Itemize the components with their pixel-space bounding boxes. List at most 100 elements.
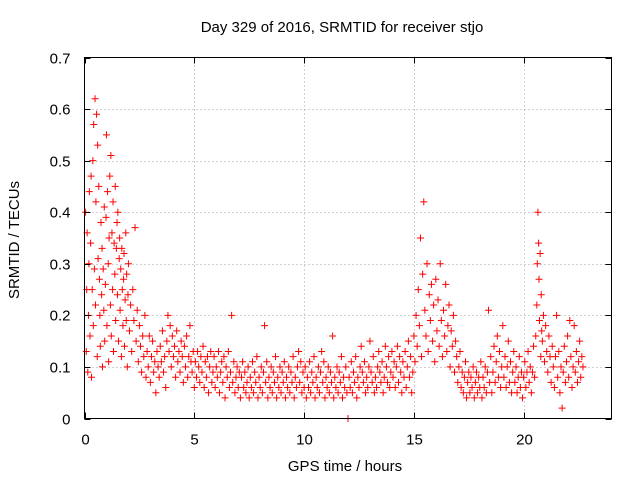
data-point bbox=[575, 358, 583, 366]
data-point bbox=[195, 363, 203, 371]
data-point bbox=[459, 389, 467, 397]
data-point bbox=[96, 342, 104, 350]
data-point bbox=[192, 373, 200, 381]
data-point bbox=[317, 368, 325, 376]
data-point bbox=[457, 384, 465, 392]
data-point bbox=[325, 389, 333, 397]
data-point bbox=[245, 394, 253, 402]
data-point bbox=[357, 342, 365, 350]
data-point bbox=[203, 353, 211, 361]
data-point bbox=[156, 342, 164, 350]
data-point bbox=[380, 373, 388, 381]
data-point bbox=[557, 363, 565, 371]
data-point bbox=[564, 332, 572, 340]
data-point bbox=[108, 229, 116, 237]
y-tick-label: 0.7 bbox=[50, 51, 71, 68]
data-point bbox=[99, 363, 107, 371]
data-point bbox=[104, 188, 112, 196]
data-point bbox=[103, 322, 111, 330]
x-tick-label: 0 bbox=[81, 432, 89, 449]
data-point bbox=[124, 291, 132, 299]
data-point bbox=[213, 373, 221, 381]
data-point bbox=[492, 358, 500, 366]
data-point bbox=[431, 358, 439, 366]
data-point bbox=[199, 342, 207, 350]
points-layer bbox=[82, 95, 587, 422]
data-point bbox=[345, 373, 353, 381]
data-point bbox=[303, 373, 311, 381]
data-point bbox=[109, 347, 117, 355]
data-point bbox=[298, 389, 306, 397]
data-point bbox=[167, 363, 175, 371]
data-point bbox=[477, 358, 485, 366]
data-point bbox=[337, 353, 345, 361]
data-point bbox=[445, 301, 453, 309]
data-point bbox=[105, 234, 113, 242]
ticks-layer bbox=[84, 57, 612, 420]
x-tick-label: 15 bbox=[406, 432, 423, 449]
data-point bbox=[402, 384, 410, 392]
data-point bbox=[274, 373, 282, 381]
data-point bbox=[570, 322, 578, 330]
data-point bbox=[238, 373, 246, 381]
data-point bbox=[537, 291, 545, 299]
data-point bbox=[534, 208, 542, 216]
data-point bbox=[450, 368, 458, 376]
data-point bbox=[292, 384, 300, 392]
data-point bbox=[112, 317, 120, 325]
data-point bbox=[259, 368, 267, 376]
data-point bbox=[367, 368, 375, 376]
data-point bbox=[132, 337, 140, 345]
data-point bbox=[90, 265, 98, 273]
data-point bbox=[390, 358, 398, 366]
data-point bbox=[499, 322, 507, 330]
data-point bbox=[388, 347, 396, 355]
data-point bbox=[429, 337, 437, 345]
data-point bbox=[513, 389, 521, 397]
data-point bbox=[124, 260, 132, 268]
data-point bbox=[331, 373, 339, 381]
data-point bbox=[290, 394, 298, 402]
data-point bbox=[87, 239, 95, 247]
data-point bbox=[295, 347, 303, 355]
data-point bbox=[152, 389, 160, 397]
data-point bbox=[396, 353, 404, 361]
data-point bbox=[296, 378, 304, 386]
data-point bbox=[206, 363, 214, 371]
data-point bbox=[333, 363, 341, 371]
data-point bbox=[275, 384, 283, 392]
data-point bbox=[359, 378, 367, 386]
data-point bbox=[408, 389, 416, 397]
data-point bbox=[101, 280, 109, 288]
data-point bbox=[356, 363, 364, 371]
data-point bbox=[160, 368, 168, 376]
data-point bbox=[276, 363, 284, 371]
data-point bbox=[150, 368, 158, 376]
data-point bbox=[465, 368, 473, 376]
data-point bbox=[86, 332, 94, 340]
data-point bbox=[151, 358, 159, 366]
data-point bbox=[173, 327, 181, 335]
data-point bbox=[329, 332, 337, 340]
data-point bbox=[91, 95, 99, 103]
data-point bbox=[447, 327, 455, 335]
data-point bbox=[464, 378, 472, 386]
data-point bbox=[145, 332, 153, 340]
data-point bbox=[435, 342, 443, 350]
data-point bbox=[100, 306, 108, 314]
data-point bbox=[308, 368, 316, 376]
data-point bbox=[191, 358, 199, 366]
data-point bbox=[555, 347, 563, 355]
data-point bbox=[133, 306, 141, 314]
data-point bbox=[85, 188, 93, 196]
data-point bbox=[219, 378, 227, 386]
data-point bbox=[502, 384, 510, 392]
data-point bbox=[299, 368, 307, 376]
data-point bbox=[139, 332, 147, 340]
data-point bbox=[94, 255, 102, 263]
data-point bbox=[397, 368, 405, 376]
data-point bbox=[200, 384, 208, 392]
data-point bbox=[212, 363, 220, 371]
data-point bbox=[503, 363, 511, 371]
